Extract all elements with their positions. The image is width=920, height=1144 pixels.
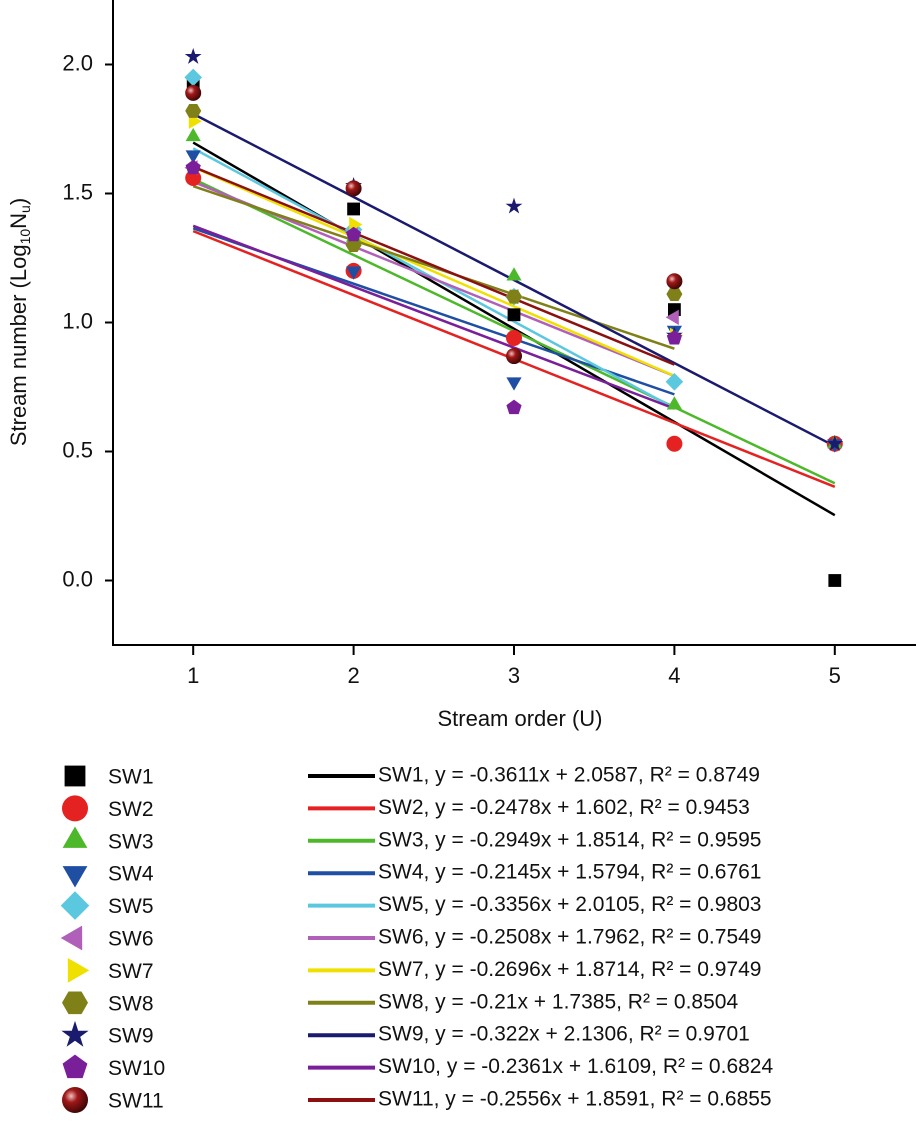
legend-label: SW8 <box>108 992 154 1015</box>
y-tick-label: 0.5 <box>62 437 93 462</box>
x-tick-label: 1 <box>187 663 199 688</box>
marker <box>347 202 360 216</box>
marker <box>185 104 202 118</box>
marker <box>64 765 86 787</box>
marker <box>185 127 201 142</box>
marker <box>506 289 522 304</box>
marker <box>184 48 202 64</box>
legend-label: SW10 <box>108 1057 165 1080</box>
legend-label: SW11 <box>108 1090 164 1113</box>
y-tick-label: 1.5 <box>62 179 93 204</box>
marker <box>826 435 844 451</box>
marker <box>184 68 202 87</box>
y-label-sub: u <box>17 205 33 213</box>
legend-label: SW9 <box>108 1025 154 1048</box>
marker <box>62 826 88 848</box>
marker <box>666 287 683 301</box>
marker <box>666 330 682 345</box>
legend-label: SW2 <box>108 798 154 821</box>
marker <box>345 238 362 252</box>
fit-label: SW11, y = -0.2556x + 1.8591, R² = 0.6855 <box>378 1088 772 1111</box>
fit-label: SW1, y = -0.3611x + 2.0587, R² = 0.8749 <box>378 764 760 787</box>
fit-label: SW3, y = -0.2949x + 1.8514, R² = 0.9595 <box>378 828 762 851</box>
marker <box>665 373 684 391</box>
marker <box>346 266 362 280</box>
marker <box>185 84 202 101</box>
marker <box>666 273 683 290</box>
y-label-sub: 10 <box>17 229 33 245</box>
legend-label: SW3 <box>108 830 154 853</box>
marker <box>61 1020 89 1047</box>
marker <box>506 377 522 391</box>
y-label-part: ) <box>6 198 31 205</box>
marker <box>62 991 88 1015</box>
fit-label: SW7, y = -0.2696x + 1.8714, R² = 0.9749 <box>378 958 762 981</box>
marker <box>506 348 522 365</box>
legend-label: SW7 <box>108 960 154 983</box>
x-tick-label: 4 <box>668 663 680 688</box>
marker <box>505 197 523 214</box>
trend-line <box>192 224 675 410</box>
marker <box>346 226 362 242</box>
fit-label: SW5, y = -0.3356x + 2.0105, R² = 0.9803 <box>378 893 762 916</box>
marker <box>62 1054 88 1079</box>
legend-label: SW1 <box>108 766 154 789</box>
marker <box>67 958 90 983</box>
marker <box>506 399 522 415</box>
y-tick-label: 2.0 <box>62 50 93 75</box>
fit-label: SW8, y = -0.21x + 1.7385, R² = 0.8504 <box>378 990 738 1013</box>
y-axis-label: Stream number (Log10Nu) <box>6 198 33 446</box>
marker <box>185 150 201 164</box>
x-tick-label: 2 <box>347 663 359 688</box>
y-tick-label: 1.0 <box>62 308 93 333</box>
marker <box>665 309 679 325</box>
fit-label: SW6, y = -0.2508x + 1.7962, R² = 0.7549 <box>378 926 762 949</box>
trend-line <box>192 166 675 378</box>
marker <box>828 574 842 587</box>
y-label-part: Stream number (Log <box>6 244 31 446</box>
marker <box>185 159 201 175</box>
fit-label: SW2, y = -0.2478x + 1.602, R² = 0.9453 <box>378 796 750 819</box>
marker <box>60 925 83 951</box>
fit-label: SW10, y = -0.2361x + 1.6109, R² = 0.6824 <box>378 1055 773 1078</box>
fit-label: SW4, y = -0.2145x + 1.5794, R² = 0.6761 <box>378 861 762 884</box>
y-label-part: N <box>6 213 31 229</box>
marker <box>62 866 88 888</box>
trend-line <box>192 184 675 350</box>
x-tick-label: 5 <box>829 663 841 688</box>
marker <box>62 1087 88 1113</box>
legend-label: SW4 <box>108 863 154 886</box>
fit-label: SW9, y = -0.322x + 2.1306, R² = 0.9701 <box>378 1023 750 1046</box>
marker <box>345 180 362 197</box>
marker <box>62 795 88 822</box>
marker <box>60 891 90 920</box>
legend-label: SW6 <box>108 928 154 951</box>
y-tick-label: 0.0 <box>62 566 93 591</box>
marker <box>666 396 682 410</box>
trend-line <box>192 165 675 366</box>
marker <box>506 329 522 346</box>
marker <box>666 435 683 452</box>
x-tick-label: 3 <box>508 663 520 688</box>
trend-line <box>192 141 836 517</box>
legend-label: SW5 <box>108 895 154 918</box>
marker <box>507 308 521 322</box>
marker <box>506 267 522 281</box>
x-axis-label: Stream order (U) <box>437 706 602 731</box>
